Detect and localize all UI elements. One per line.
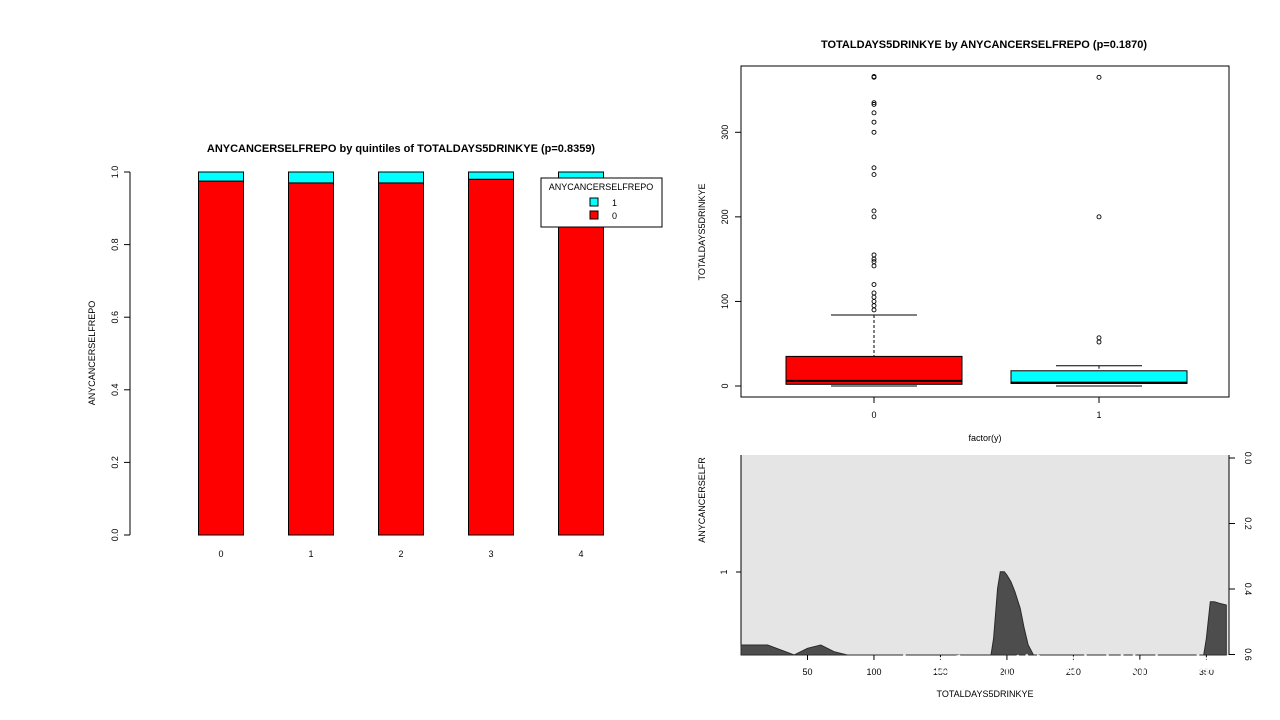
bar-segment-0 <box>558 182 604 536</box>
density-x-tick-label: 350 <box>1199 667 1214 677</box>
watermark: 知乎 @学吧树的师奇 <box>898 652 1215 692</box>
boxplot-outlier <box>1096 214 1102 220</box>
density-xlabel: TOTALDAYS5DRINKYE <box>936 689 1033 699</box>
bar-chart-title: ANYCANCERSELFREPO by quintiles of TOTALD… <box>207 143 596 155</box>
boxplot-outlier <box>871 172 877 178</box>
boxplot-outlier <box>871 259 877 265</box>
legend-label-0: 0 <box>612 211 617 221</box>
bar-segment-0 <box>288 182 334 536</box>
boxplot-outlier <box>1096 335 1102 341</box>
bar-y-tick-label: 0.4 <box>110 384 120 397</box>
boxplot-xlabel: factor(y) <box>968 433 1001 443</box>
boxplot-boxes <box>785 74 1188 387</box>
bar-segment-1 <box>288 171 334 184</box>
density-x-tick-label: 300 <box>1132 667 1147 677</box>
boxplot-outlier <box>871 100 877 106</box>
density-x-tick-label: 50 <box>802 667 812 677</box>
boxplot-outlier <box>871 256 877 262</box>
legend-swatch-1 <box>589 197 599 207</box>
boxplot-outlier <box>1096 339 1102 345</box>
density-right-tick-label: 0.2 <box>1243 517 1253 530</box>
boxplot-outlier <box>871 208 877 214</box>
bar-x-label: 1 <box>308 549 313 559</box>
density-x-tick-label: 100 <box>866 667 881 677</box>
boxplot-outlier <box>871 129 877 135</box>
density-right-tick-label: 0.6 <box>1243 648 1253 661</box>
density-x-tick-label: 200 <box>999 667 1014 677</box>
boxplot-box <box>1010 370 1188 384</box>
density-x-tick-label: 250 <box>1066 667 1081 677</box>
boxplot-outlier <box>871 110 877 116</box>
density-x-tick-label: 150 <box>933 667 948 677</box>
density-ylabel: ANYCANCERSELFR <box>697 457 707 543</box>
boxplot-y-ticks: 0 100 200 300 <box>720 125 741 389</box>
bar-y-tick-label: 0.6 <box>110 311 120 324</box>
boxplot-outlier <box>871 282 877 287</box>
bar-segment-1 <box>468 171 514 180</box>
boxplot-x-tick-label: 0 <box>871 410 876 420</box>
boxplot-y-tick-label: 300 <box>720 125 730 140</box>
boxplot-outlier <box>871 214 877 220</box>
bar-x-labels: 0 1 2 3 4 <box>218 549 583 559</box>
bar-legend: ANYCANCERSELFREPO 1 0 <box>540 177 663 228</box>
density-area <box>740 571 1227 656</box>
bar-y-tick-label: 0.2 <box>110 456 120 469</box>
boxplot-panel: TOTALDAYS5DRINKYE by ANYCANCERSELFREPO (… <box>697 39 1230 443</box>
bar-segment-0 <box>198 180 244 536</box>
bar-segment-1 <box>378 171 424 184</box>
density-right-ticks: 0.0 0.2 0.4 0.6 <box>1229 452 1253 661</box>
bar-segment-0 <box>468 178 514 536</box>
density-right-tick-label: 0.0 <box>1243 452 1253 465</box>
bar-x-label: 4 <box>578 549 583 559</box>
boxplot-outlier <box>871 307 877 313</box>
boxplot-box <box>785 355 963 385</box>
legend-box <box>540 177 663 228</box>
boxplot-outlier <box>871 298 877 304</box>
boxplot-outlier <box>871 303 877 309</box>
bar-x-label: 0 <box>218 549 223 559</box>
boxplot-outlier <box>871 74 877 79</box>
legend-label-1: 1 <box>612 198 617 208</box>
density-right-tick-label: 0.4 <box>1243 583 1253 596</box>
bar-y-tick-label: 0.8 <box>110 238 120 251</box>
boxplot-outlier <box>1096 74 1102 80</box>
bar-segment-1 <box>198 171 244 182</box>
bar-segment-0 <box>378 182 424 536</box>
bar-x-label: 3 <box>488 549 493 559</box>
boxplot-title: TOTALDAYS5DRINKYE by ANYCANCERSELFREPO (… <box>821 39 1147 51</box>
boxplot-outlier <box>871 290 877 296</box>
density-background <box>741 455 1229 655</box>
boxplot-outlier <box>871 294 877 300</box>
bar-y-tick-label: 1.0 <box>110 166 120 179</box>
boxplot-ylabel: TOTALDAYS5DRINKYE <box>697 183 707 280</box>
boxplot-outlier <box>871 119 877 125</box>
legend-swatch-0 <box>589 210 599 220</box>
boxplot-y-tick-label: 100 <box>720 294 730 309</box>
boxplot-y-tick-label: 200 <box>720 209 730 224</box>
boxplot-frame <box>740 65 1230 398</box>
boxplot-outlier <box>871 263 877 269</box>
bar-panel: ANYCANCERSELFREPO by quintiles of TOTALD… <box>87 143 663 559</box>
boxplot-outlier <box>871 101 877 107</box>
bar-y-tick-label: 0.0 <box>110 529 120 542</box>
density-x-ticks: 50 100 150 200 250 300 350 <box>802 655 1214 677</box>
boxplot-outlier <box>871 165 877 171</box>
boxplot-y-tick-label: 0 <box>720 383 730 388</box>
bar-bars <box>198 171 604 536</box>
boxplot-x-tick-label: 1 <box>1096 410 1101 420</box>
boxplot-outlier <box>871 252 877 258</box>
legend-title: ANYCANCERSELFREPO <box>549 182 654 192</box>
bar-y-ticks: 0.0 0.2 0.4 0.6 0.8 1.0 <box>110 166 130 542</box>
density-panel: ANYCANCERSELFR 1 50 100 150 200 250 300 350 0.… <box>697 452 1253 699</box>
bar-chart-ylabel: ANYCANCERSELFREPO <box>87 301 97 406</box>
density-left-tick-label: 1 <box>719 569 729 574</box>
bar-x-label: 2 <box>398 549 403 559</box>
